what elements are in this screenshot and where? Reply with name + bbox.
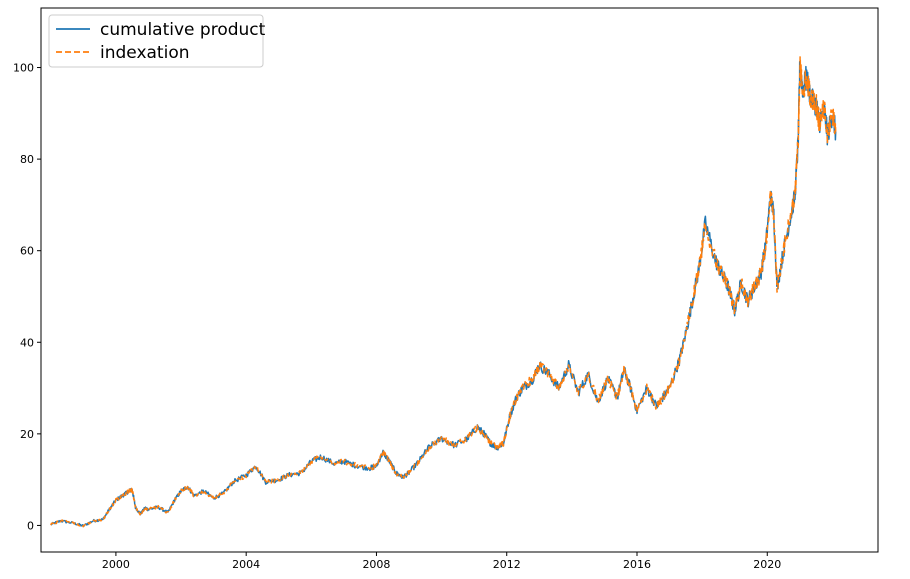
x-tick-label: 2004 [232, 558, 260, 571]
y-axis: 0 20 40 60 80 100 [13, 62, 41, 532]
x-tick-label: 2016 [623, 558, 651, 571]
y-tick-label: 100 [13, 62, 34, 75]
legend: cumulative product indexation [48, 14, 266, 68]
y-tick-label: 40 [20, 336, 34, 349]
x-tick-label: 2012 [493, 558, 521, 571]
y-tick-label: 60 [20, 245, 34, 258]
x-axis: 2000 2004 2008 2012 2016 2020 [102, 552, 781, 571]
y-tick-label: 80 [20, 153, 34, 166]
y-tick-label: 0 [27, 519, 34, 532]
legend-label-cumulative-product: cumulative product [100, 20, 266, 40]
x-tick-label: 2020 [753, 558, 781, 571]
series-line-indexation [50, 56, 837, 528]
legend-box [48, 14, 264, 68]
legend-label-indexation: indexation [100, 43, 190, 63]
x-tick-label: 2000 [102, 558, 130, 571]
x-tick-label: 2008 [362, 558, 390, 571]
plot-frame [40, 7, 879, 553]
y-tick-label: 20 [20, 428, 34, 441]
series-layer [50, 56, 837, 528]
